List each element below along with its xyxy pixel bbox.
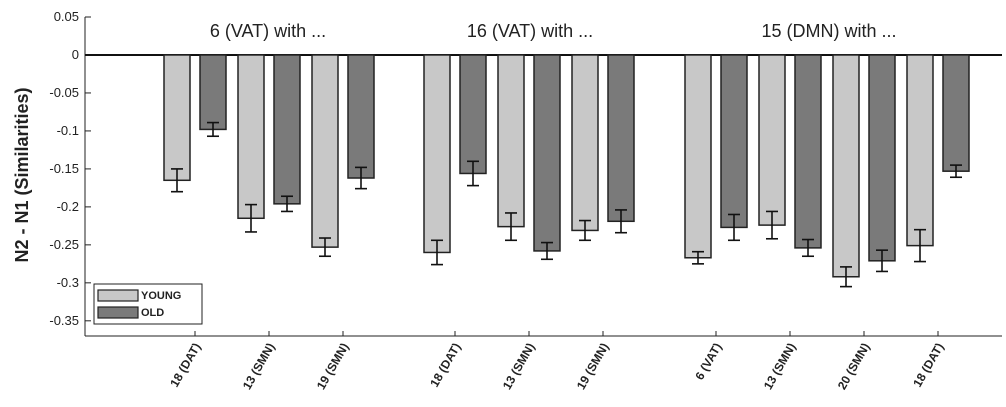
bar-young	[423, 54, 451, 254]
bar-young	[906, 54, 934, 247]
legend-label-young: YOUNG	[141, 290, 181, 302]
x-tick-label: 18 (DAT)	[167, 341, 203, 390]
bar-old	[794, 54, 822, 249]
bar-young	[497, 54, 525, 228]
x-tick-label: 19 (SMN)	[314, 341, 352, 392]
x-tick-label: 13 (SMN)	[240, 341, 278, 392]
x-tick-label: 13 (SMN)	[500, 341, 538, 392]
group-titles: 6 (VAT) with ... 16 (VAT) with ... 15 (DMN…	[210, 21, 897, 41]
x-tick-label: 20 (SMN)	[835, 341, 873, 392]
legend-swatch-young	[97, 289, 139, 302]
y-tick-label: -0.15	[49, 161, 79, 176]
y-tick-label: 0.05	[54, 9, 79, 24]
group-title: 6 (VAT) with ...	[210, 21, 326, 41]
group-title: 15 (DMN) with ...	[761, 21, 896, 41]
bars	[163, 54, 970, 288]
bar-old	[459, 54, 487, 175]
y-tick-label: -0.05	[49, 85, 79, 100]
y-tick-label: -0.35	[49, 313, 79, 328]
bar-young	[163, 54, 191, 182]
bar-young	[237, 54, 265, 220]
bar-young	[311, 54, 339, 248]
y-tick-label: -0.2	[57, 199, 79, 214]
y-tick-label: -0.3	[57, 275, 79, 290]
bar-young	[832, 54, 860, 278]
y-tick-label: -0.25	[49, 237, 79, 252]
y-axis-label: N2 - N1 (Similarities)	[12, 87, 32, 262]
bar-old	[347, 54, 375, 179]
x-tick-label: 18 (DAT)	[427, 341, 463, 390]
bar-old	[533, 54, 561, 252]
bar-old	[273, 54, 301, 205]
x-tick-label: 19 (SMN)	[574, 341, 612, 392]
legend: YOUNG OLD	[93, 283, 203, 325]
bar-young	[571, 54, 599, 232]
x-tick-label: 6 (VAT)	[692, 340, 724, 382]
y-tick-label: 0	[72, 47, 79, 62]
bar-old	[199, 54, 227, 131]
bar-old	[868, 54, 896, 262]
bar-young	[684, 54, 712, 259]
x-tick-labels: 18 (DAT) 13 (SMN) 19 (SMN) 18 (DAT) 13 (SMN)…	[167, 331, 947, 392]
legend-swatch-old	[97, 306, 139, 319]
x-tick-label: 13 (SMN)	[761, 341, 799, 392]
bar-young	[758, 54, 786, 226]
legend-label-old: OLD	[141, 307, 164, 319]
bar-old	[942, 54, 970, 172]
bar-old	[607, 54, 635, 223]
y-tick-label: -0.1	[57, 123, 79, 138]
x-tick-label: 18 (DAT)	[910, 341, 946, 390]
group-title: 16 (VAT) with ...	[467, 21, 593, 41]
bar-old	[720, 54, 748, 229]
